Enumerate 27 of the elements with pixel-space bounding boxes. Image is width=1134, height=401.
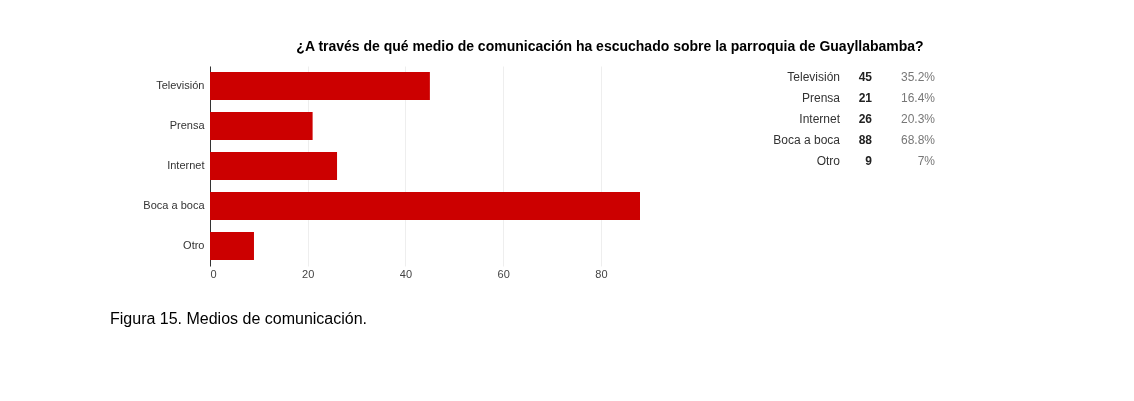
text: 68.8%	[900, 132, 936, 147]
category-label: Prensa	[801, 90, 840, 105]
x-tick-label: 0	[210, 267, 217, 280]
y-tick-label: Otro	[183, 239, 205, 251]
text: 21	[858, 90, 873, 105]
x-tick-label: 80	[595, 267, 608, 280]
chart-title: ¿A través de qué medio de comunicación ha escuchado sobre la parroquia de Guayllabamba?	[296, 38, 924, 54]
text: 16.4%	[900, 90, 936, 105]
y-tick-label: Prensa	[169, 119, 206, 131]
y-tick-label: Internet	[167, 159, 205, 171]
text: 26	[858, 111, 873, 126]
category-label: Boca a boca	[773, 132, 840, 147]
category-label: Televisión	[787, 69, 840, 84]
text: 88	[858, 132, 873, 147]
text: 35.2%	[900, 69, 936, 84]
text: Figura 15. Medios de comunicación.	[110, 310, 368, 327]
text: 20.3%	[900, 111, 936, 126]
x-tick-label: 60	[497, 267, 510, 280]
y-tick-label: Boca a boca	[143, 199, 206, 211]
text: 45	[858, 69, 873, 84]
category-label: Internet	[799, 111, 840, 126]
x-tick-label: 20	[302, 267, 315, 280]
text: 7%	[917, 153, 936, 168]
text: 9	[865, 153, 873, 168]
x-tick-label: 40	[399, 267, 413, 280]
y-tick-label: Televisión	[156, 79, 205, 91]
category-label: Otro	[816, 153, 840, 168]
